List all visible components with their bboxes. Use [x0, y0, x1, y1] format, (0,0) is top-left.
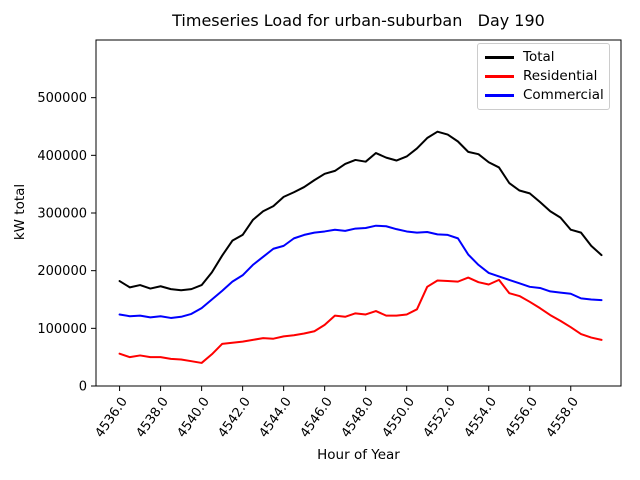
y-tick-label: 300000 [37, 207, 87, 222]
legend-line-sample-total [485, 56, 514, 59]
y-tick-label: 500000 [37, 91, 87, 106]
legend-entry-total: Total [485, 48, 602, 65]
x-axis-label: Hour of Year [317, 447, 400, 463]
x-tick-label: 4554.0 [462, 395, 500, 441]
x-tick-label: 4546.0 [298, 395, 336, 441]
legend-label-total: Total [523, 48, 555, 65]
y-tick-label: 200000 [37, 264, 87, 279]
x-tick-label: 4542.0 [216, 395, 254, 441]
legend-entry-residential: Residential [485, 67, 602, 84]
x-tick-label: 4544.0 [257, 395, 295, 441]
y-tick-label: 100000 [37, 322, 87, 337]
x-tick-label: 4548.0 [339, 395, 377, 441]
legend-label-commercial: Commercial [523, 86, 604, 103]
x-tick-label: 4556.0 [503, 395, 541, 441]
y-axis-label: kW total [12, 183, 28, 241]
x-tick-label: 4558.0 [544, 395, 582, 441]
legend: Total Residential Commercial [477, 43, 610, 110]
series-line-residential [118, 276, 603, 364]
legend-line-sample-residential [485, 75, 514, 78]
y-tick-label: 400000 [37, 149, 87, 164]
x-tick-label: 4536.0 [92, 395, 130, 441]
series-line-commercial [118, 224, 603, 319]
y-tick-label: 0 [79, 380, 87, 395]
x-tick-label: 4552.0 [421, 395, 459, 441]
legend-line-sample-commercial [485, 94, 514, 97]
chart-title: Timeseries Load for urban-suburban Day 1… [172, 11, 545, 30]
x-tick-label: 4540.0 [175, 395, 213, 441]
x-tick-label: 4550.0 [380, 395, 418, 441]
legend-label-residential: Residential [523, 67, 598, 84]
legend-entry-commercial: Commercial [485, 86, 604, 103]
series-line-total [118, 130, 603, 292]
x-tick-label: 4538.0 [133, 395, 171, 441]
